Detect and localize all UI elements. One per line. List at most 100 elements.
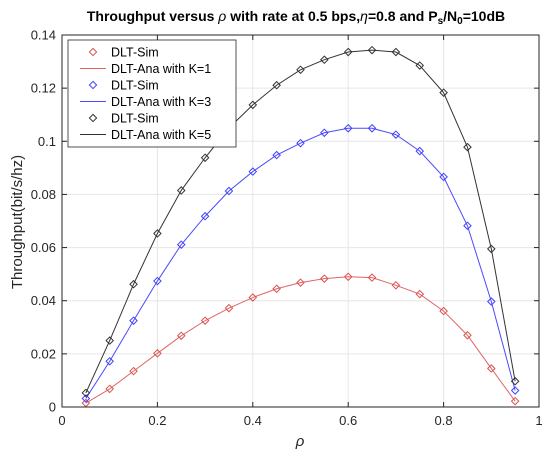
series-2-marker — [367, 123, 377, 133]
series-0-marker — [320, 274, 329, 283]
series-line-3 — [85, 127, 516, 399]
series-0-marker — [248, 293, 258, 302]
series-0-marker — [343, 272, 353, 282]
series-0-marker — [510, 396, 520, 406]
series-2-marker — [343, 123, 353, 133]
series-4-marker — [153, 229, 162, 238]
series-2-marker — [129, 316, 138, 325]
series-0-marker — [367, 273, 377, 282]
y-tick-label: 0.08 — [31, 187, 56, 202]
series-0-marker — [486, 364, 496, 373]
title-prefix: Throughput versus — [87, 8, 218, 24]
legend-label: DLT-Sim — [111, 46, 159, 60]
series-0-marker — [153, 349, 162, 358]
series-2-marker — [224, 186, 234, 196]
series-4-marker — [486, 244, 496, 254]
y-tick-label: 0 — [49, 400, 56, 415]
y-tick-labels: 0 0.02 0.04 0.06 0.08 0.1 0.12 0.14 — [31, 28, 56, 415]
series-4-marker — [176, 186, 186, 195]
series-0-marker — [296, 278, 305, 287]
series-2-marker — [200, 211, 210, 221]
title-tail: =10dB — [463, 8, 505, 24]
x-tick-label: 0.8 — [435, 413, 453, 428]
x-tick-label: 0.2 — [148, 413, 166, 428]
series-4-marker — [296, 65, 305, 75]
series-4-marker — [510, 376, 520, 386]
series-4-marker — [200, 153, 210, 163]
legend-label: DLT-Ana with K=1 — [111, 62, 211, 76]
title-mid: with rate at 0.5 bps, — [226, 8, 360, 24]
y-tick-label: 0.1 — [38, 134, 56, 149]
series-2-marker — [463, 221, 472, 231]
axis-ticks — [61, 34, 540, 408]
series-0-marker — [176, 331, 186, 341]
series-0-marker — [391, 280, 401, 290]
series-4-marker — [105, 336, 115, 345]
series-2-marker — [176, 240, 186, 249]
series-2-marker — [510, 386, 520, 395]
legend-label: DLT-Ana with K=5 — [111, 128, 211, 142]
series-4-marker — [415, 61, 425, 70]
series-2-marker — [320, 128, 329, 138]
series-2-marker — [272, 150, 281, 160]
y-tick-label: 0.12 — [31, 81, 56, 96]
y-tick-label: 0.06 — [31, 240, 56, 255]
series-4-marker — [129, 279, 138, 289]
series-4-marker — [367, 45, 377, 55]
series-4-marker — [391, 47, 401, 57]
title-subscript-0: 0 — [457, 16, 463, 27]
series-0-marker — [200, 316, 210, 325]
series-0-marker — [224, 303, 234, 313]
plot-markers — [81, 45, 520, 408]
axes-box — [61, 34, 540, 408]
series-line-5 — [85, 49, 516, 394]
series-4-marker — [248, 100, 258, 110]
title-eta-value: =0.8 and P — [368, 8, 438, 24]
y-axis-label: Throughput(bit/s/hz) — [9, 155, 26, 289]
series-2-marker — [439, 172, 448, 182]
x-tick-label: 0.4 — [244, 413, 262, 428]
legend-label: DLT-Ana with K=3 — [111, 95, 211, 109]
legend-box — [67, 39, 237, 148]
series-2-marker — [105, 356, 115, 366]
series-4-marker — [81, 388, 91, 398]
x-tick-label: 1 — [535, 413, 542, 428]
series-4-marker — [343, 47, 353, 57]
series-0-marker — [415, 289, 425, 299]
legend-diamond-swatch — [88, 47, 98, 57]
title-rho-symbol: ρ — [217, 8, 226, 24]
series-0-marker — [272, 284, 281, 294]
chart-title: Throughput versus ρ with rate at 0.5 bps… — [87, 8, 505, 27]
legend: DLT-Sim DLT-Ana with K=1 DLT-Sim DLT-Ana wi… — [67, 39, 237, 148]
x-tick-label: 0.6 — [339, 413, 357, 428]
series-0-marker — [439, 306, 448, 316]
series-2-marker — [415, 146, 425, 156]
series-0-marker — [129, 366, 138, 376]
x-tick-label: 0 — [58, 413, 65, 428]
y-tick-label: 0.14 — [31, 28, 56, 43]
legend-diamond-swatch — [88, 80, 98, 90]
grid-lines — [61, 34, 540, 408]
series-2-marker — [153, 276, 162, 286]
series-0-marker — [105, 384, 115, 394]
series-line-1 — [85, 276, 516, 404]
x-tick-labels: 0 0.2 0.4 0.6 0.8 1 — [58, 413, 542, 428]
series-4-marker — [463, 142, 472, 152]
series-4-marker — [272, 80, 281, 90]
series-4-marker — [439, 88, 448, 97]
title-subscript-s: s — [438, 16, 444, 27]
y-tick-label: 0.02 — [31, 346, 56, 361]
legend-label: DLT-Sim — [111, 112, 159, 126]
title-eta-symbol: η — [360, 8, 368, 24]
legend-diamond-swatch — [88, 113, 98, 123]
series-0-marker — [463, 330, 472, 340]
y-tick-label: 0.04 — [31, 293, 56, 308]
title-slash-n: /N — [443, 8, 457, 24]
series-2-marker — [296, 138, 305, 148]
x-axis-label: ρ — [295, 433, 305, 450]
legend-label: DLT-Sim — [111, 79, 159, 93]
plot-lines — [85, 49, 516, 404]
series-2-marker — [486, 297, 496, 306]
series-2-marker — [81, 394, 91, 403]
